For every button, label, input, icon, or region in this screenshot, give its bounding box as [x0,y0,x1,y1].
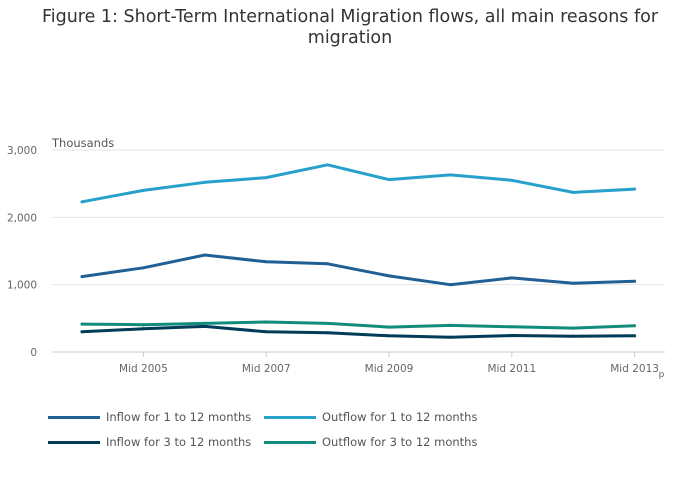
data-point [448,335,452,339]
legend-label: Outflow for 1 to 12 months [322,410,478,424]
series-line-1 [80,253,637,287]
legend-item[interactable]: Outflow for 1 to 12 months [264,408,477,426]
legend-item[interactable]: Inflow for 3 to 12 months [48,433,251,451]
data-point [387,334,391,338]
data-point [326,163,330,167]
series-line-4 [80,320,637,330]
data-point [80,330,84,334]
data-point [203,180,207,184]
data-point [203,253,207,257]
data-point [633,279,637,283]
data-point [141,188,145,192]
data-point [264,176,268,180]
chart-title: Figure 1: Short-Term International Migra… [41,7,659,48]
data-point [203,321,207,325]
y-axis-label: Thousands [52,136,115,150]
data-point [326,331,330,335]
data-point [571,190,575,194]
data-point [80,200,84,204]
data-point [141,266,145,270]
data-point [387,178,391,182]
data-point [448,283,452,287]
legend-swatch [264,440,316,444]
y-tick-label: 3,000 [7,145,37,157]
y-tick-label: 1,000 [7,280,37,292]
chart-plot-area: 0 1,000 2,000 3,000 Mid 2005 Mid 2007 Mid 2009… [7,145,665,380]
data-point [326,321,330,325]
legend-item[interactable]: Inflow for 1 to 12 months [48,408,251,426]
data-point [80,275,84,279]
data-point [264,330,268,334]
chart-legend: Inflow for 1 to 12 months Outflow for 1 t… [48,408,668,454]
data-point [387,325,391,329]
series-line-3 [80,324,637,339]
x-tick-label: Mid 2005 [119,363,168,375]
data-point [633,187,637,191]
data-point [571,326,575,330]
series-line-2 [80,163,637,204]
x-tick-suffix: p [659,370,665,380]
x-tick-label: Mid 2009 [365,363,414,375]
data-point [510,276,514,280]
data-point [264,260,268,264]
legend-label: Outflow for 3 to 12 months [322,435,478,449]
y-tick-label: 2,000 [7,212,37,224]
legend-swatch [48,415,100,419]
data-point [264,320,268,324]
legend-item[interactable]: Outflow for 3 to 12 months [264,433,477,451]
legend-swatch [48,440,100,444]
data-point [80,322,84,326]
x-tick-label: Mid 2013 [610,363,659,375]
data-point [387,274,391,278]
y-tick-label: 0 [30,347,37,359]
data-point [633,334,637,338]
legend-swatch [264,415,316,419]
data-point [571,281,575,285]
data-point [510,325,514,329]
data-point [141,323,145,327]
data-point [203,324,207,328]
legend-label: Inflow for 3 to 12 months [106,435,252,449]
data-point [510,178,514,182]
data-point [326,262,330,266]
data-point [633,324,637,328]
data-point [448,173,452,177]
data-point [448,323,452,327]
data-point [141,327,145,331]
data-point [510,334,514,338]
legend-label: Inflow for 1 to 12 months [106,410,252,424]
x-tick-label: Mid 2011 [487,363,536,375]
x-tick-label: Mid 2007 [242,363,291,375]
data-point [571,334,575,338]
